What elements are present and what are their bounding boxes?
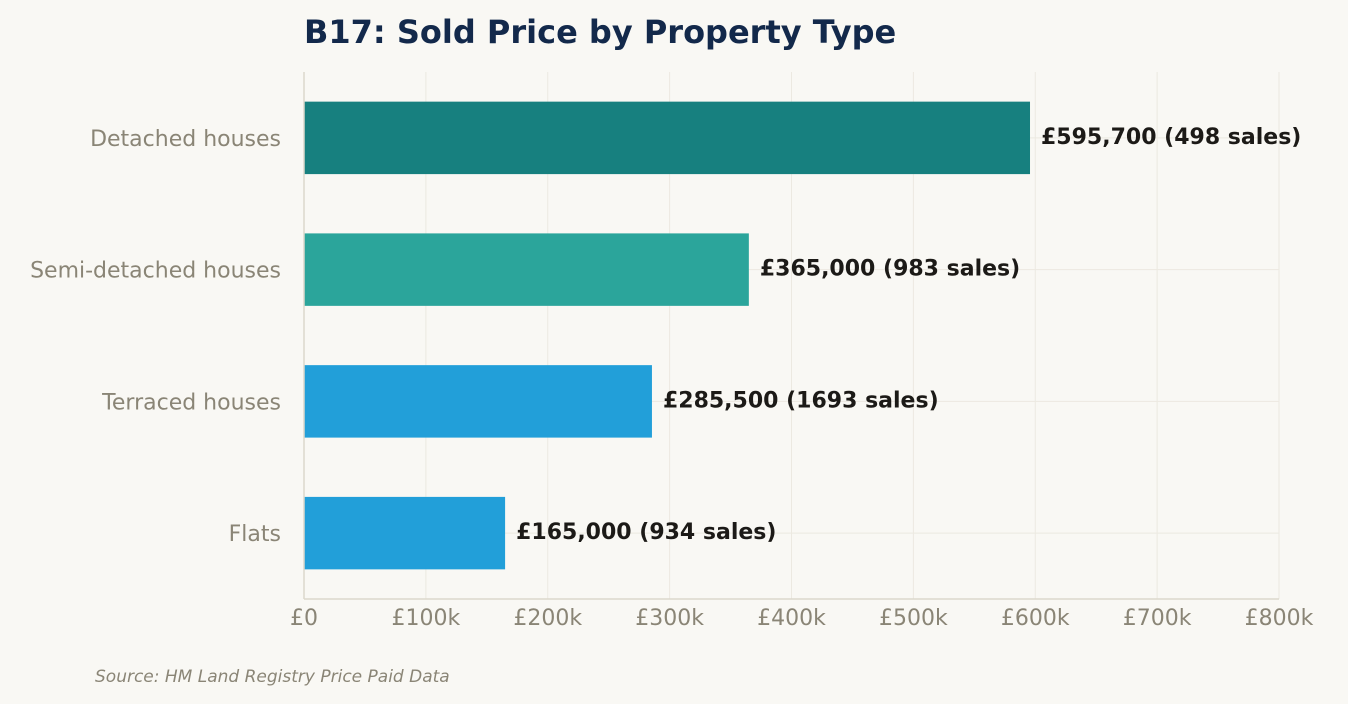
category-label: Detached houses — [90, 127, 281, 152]
x-tick-label: £700k — [1123, 606, 1192, 631]
x-tick-label: £300k — [635, 606, 704, 631]
bar — [304, 365, 652, 438]
category-label: Flats — [229, 522, 281, 547]
x-tick-label: £500k — [879, 606, 948, 631]
bar — [304, 101, 1031, 175]
x-tick-label: £200k — [513, 606, 582, 631]
bar — [304, 233, 749, 306]
source-note: Source: HM Land Registry Price Paid Data — [95, 667, 450, 687]
data-label: £165,000 (934 sales) — [516, 520, 776, 545]
x-tick-label: £100k — [392, 606, 461, 631]
bar — [304, 496, 506, 570]
x-tick-label: £0 — [290, 606, 318, 631]
category-label: Terraced houses — [101, 390, 281, 415]
x-tick-label: £800k — [1245, 606, 1314, 631]
bars — [304, 101, 1031, 570]
x-tick-label: £400k — [757, 606, 826, 631]
category-labels: Detached houses Semi-detached houses Terra… — [30, 127, 281, 547]
x-tick-labels: £0 £100k £200k £300k £400k £500k £600k £700k £80… — [290, 606, 1314, 631]
data-label: £285,500 (1693 sales) — [663, 388, 939, 413]
chart-title: B17: Sold Price by Property Type — [304, 13, 896, 51]
data-label: £365,000 (983 sales) — [760, 257, 1020, 282]
x-tick-label: £600k — [1001, 606, 1070, 631]
axes — [303, 72, 1279, 600]
data-labels: £595,700 (498 sales) £365,000 (983 sales)… — [516, 125, 1301, 545]
data-label: £595,700 (498 sales) — [1041, 125, 1301, 150]
category-label: Semi-detached houses — [30, 259, 281, 284]
